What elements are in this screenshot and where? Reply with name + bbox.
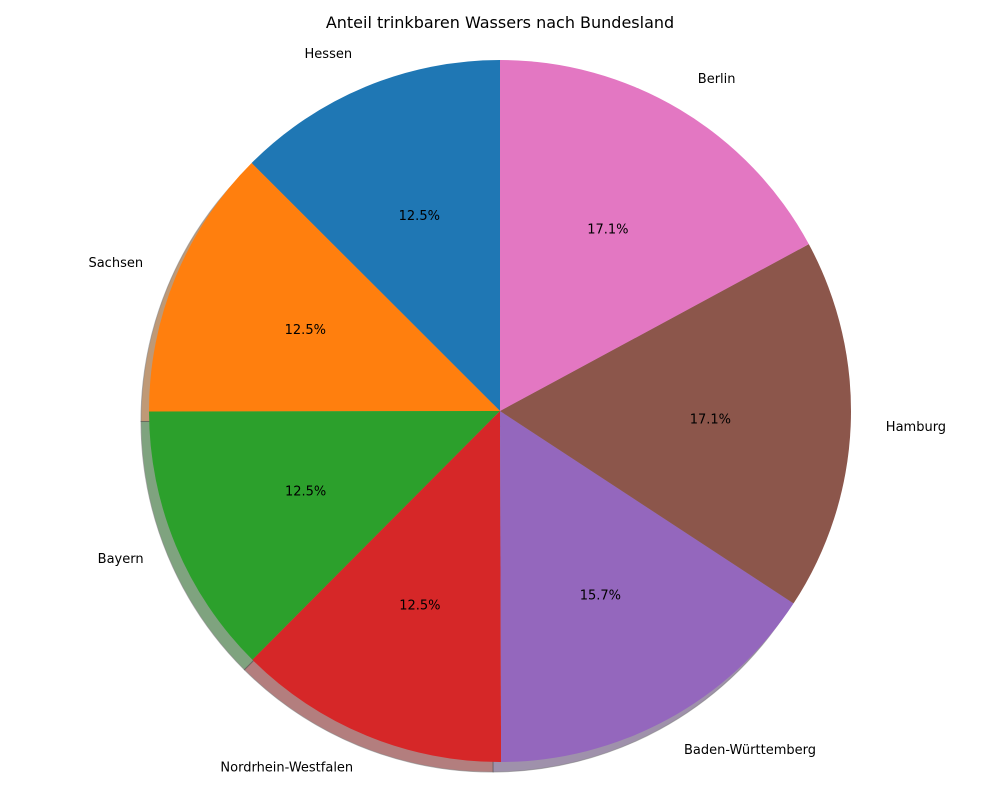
- pie-slice-sachsen: [148, 163, 500, 412]
- slice-percent-nordrhein-westfalen: 12.5%: [399, 598, 440, 613]
- slice-percent-sachsen: 12.5%: [285, 323, 326, 338]
- slice-label-berlin: Berlin: [698, 72, 736, 87]
- pie-slice-baden-w-rttemberg: [500, 411, 794, 762]
- slice-label-sachsen: Sachsen: [88, 256, 143, 271]
- slice-percent-hessen: 12.5%: [399, 209, 440, 224]
- slice-percent-berlin: 17.1%: [587, 223, 628, 238]
- slice-percent-baden-w-rttemberg: 15.7%: [580, 589, 621, 604]
- pie-slice-nordrhein-westfalen: [252, 411, 502, 763]
- slice-percent-bayern: 12.5%: [285, 485, 326, 500]
- pie-slice-hessen: [251, 60, 500, 411]
- slice-label-hamburg: Hamburg: [886, 420, 946, 435]
- pie-slice-bayern: [149, 411, 500, 660]
- slice-percent-hamburg: 17.1%: [690, 412, 731, 427]
- pie-slice-berlin: [500, 60, 809, 411]
- chart-title: Anteil trinkbaren Wassers nach Bundeslan…: [326, 13, 674, 32]
- slice-label-hessen: Hessen: [305, 47, 353, 62]
- slice-label-bayern: Bayern: [98, 552, 144, 567]
- pie-slice-hamburg: [500, 244, 852, 604]
- pie-labels: Hessen 12.5% Sachsen 12.5% Bayern 12.5% Nordrh…: [88, 47, 946, 776]
- slice-label-nordrhein-westfalen: Nordrhein-Westfalen: [220, 761, 353, 776]
- slice-label-baden-w-rttemberg: Baden-Württemberg: [684, 743, 816, 758]
- pie-slices: [148, 60, 852, 763]
